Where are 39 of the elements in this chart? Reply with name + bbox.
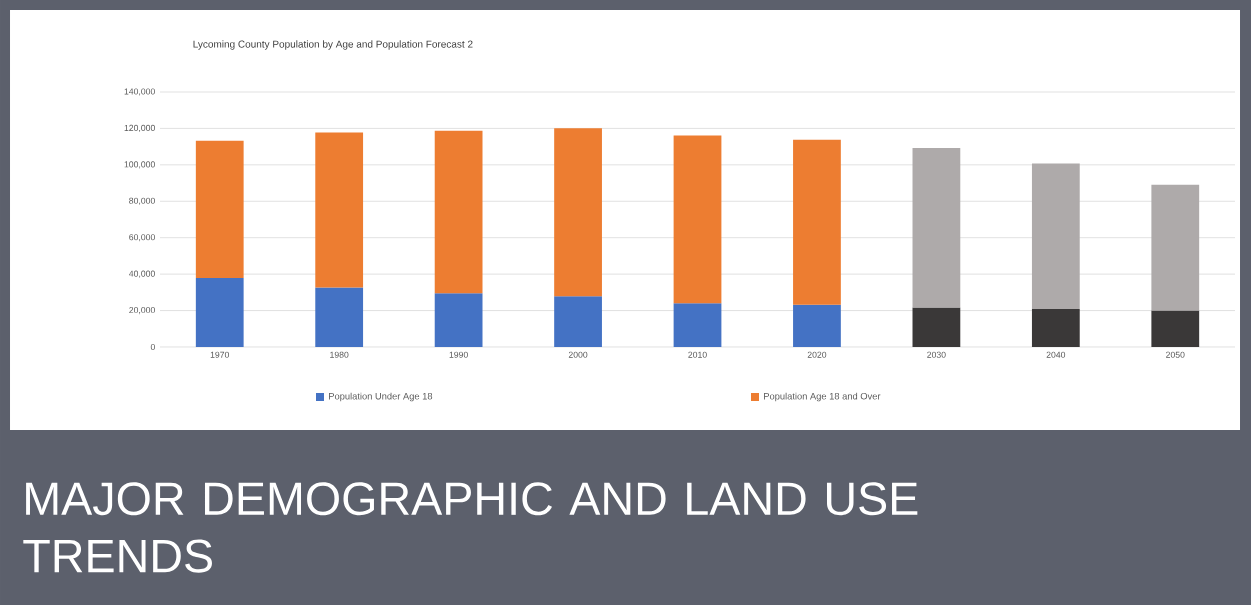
x-tick-label: 2010 — [688, 351, 707, 358]
bar — [1151, 184, 1200, 311]
bar — [912, 148, 961, 308]
bar — [673, 135, 722, 304]
bar — [1151, 310, 1200, 347]
y-tick-label: 40,000 — [129, 270, 155, 278]
bar — [1031, 308, 1080, 347]
bar — [793, 139, 841, 305]
bar — [912, 307, 961, 347]
bar — [434, 130, 483, 294]
bar — [793, 304, 841, 347]
x-tick-label: 2020 — [807, 351, 827, 358]
chart-title: Lycoming County Population by Age and Population Forecast 2 — [193, 40, 473, 50]
bar — [434, 293, 483, 347]
y-tick-label: 100,000 — [124, 161, 155, 169]
x-tick-label: 2030 — [927, 351, 946, 358]
x-tick-label: 1970 — [210, 351, 230, 358]
text: MAJOR DEMOGRAPHIC AND LAND USE TRENDS — [23, 482, 918, 573]
y-tick-label: 140,000 — [124, 88, 155, 96]
x-tick-label: 2040 — [1046, 351, 1066, 358]
bar — [673, 303, 722, 347]
y-tick-label: 80,000 — [129, 197, 155, 205]
bar — [554, 296, 602, 347]
legend-label: Population Under Age 18 — [329, 392, 433, 402]
legend-label: Population Age 18 and Over — [764, 392, 881, 402]
x-tick-label: 2050 — [1166, 351, 1185, 358]
bar — [195, 277, 244, 347]
x-tick-label: 1990 — [449, 351, 468, 358]
bar — [315, 287, 364, 347]
x-tick-label: 1980 — [330, 351, 349, 358]
y-tick-label: 60,000 — [129, 234, 155, 242]
bar — [195, 140, 244, 278]
bar — [1031, 163, 1080, 309]
y-tick-label: 120,000 — [124, 124, 155, 132]
bar — [554, 128, 602, 297]
y-tick-label: 20,000 — [129, 306, 155, 315]
x-tick-label: 2000 — [568, 351, 588, 358]
y-tick-label: 0 — [150, 343, 155, 351]
bar — [315, 132, 364, 288]
